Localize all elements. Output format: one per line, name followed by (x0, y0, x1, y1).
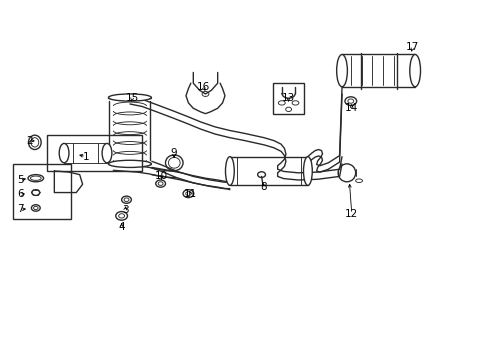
Ellipse shape (59, 143, 69, 163)
Bar (229, 157, 307, 185)
Text: 9: 9 (170, 148, 177, 158)
Ellipse shape (108, 94, 151, 101)
Text: 15: 15 (125, 93, 139, 103)
Bar (13, 164, 71, 220)
Text: 2: 2 (26, 136, 33, 145)
Ellipse shape (102, 143, 112, 163)
Text: 6: 6 (17, 189, 23, 199)
Text: 14: 14 (345, 103, 358, 113)
Text: 12: 12 (345, 209, 358, 219)
Text: 1: 1 (82, 152, 89, 162)
Ellipse shape (336, 54, 346, 87)
Ellipse shape (303, 157, 312, 185)
Bar (341, 54, 414, 87)
Ellipse shape (409, 54, 420, 87)
Text: 3: 3 (122, 206, 128, 216)
Text: 17: 17 (405, 42, 419, 52)
Text: 11: 11 (184, 189, 197, 199)
Text: 10: 10 (155, 171, 168, 181)
Text: 7: 7 (17, 204, 23, 215)
Bar (47, 135, 142, 171)
Text: 8: 8 (260, 182, 267, 192)
Ellipse shape (225, 157, 234, 185)
Text: 4: 4 (118, 222, 124, 231)
Text: 16: 16 (196, 82, 209, 92)
Bar (64, 143, 107, 163)
Text: 5: 5 (17, 175, 23, 185)
Ellipse shape (108, 160, 151, 167)
Text: 13: 13 (281, 93, 294, 103)
Bar (272, 83, 304, 114)
